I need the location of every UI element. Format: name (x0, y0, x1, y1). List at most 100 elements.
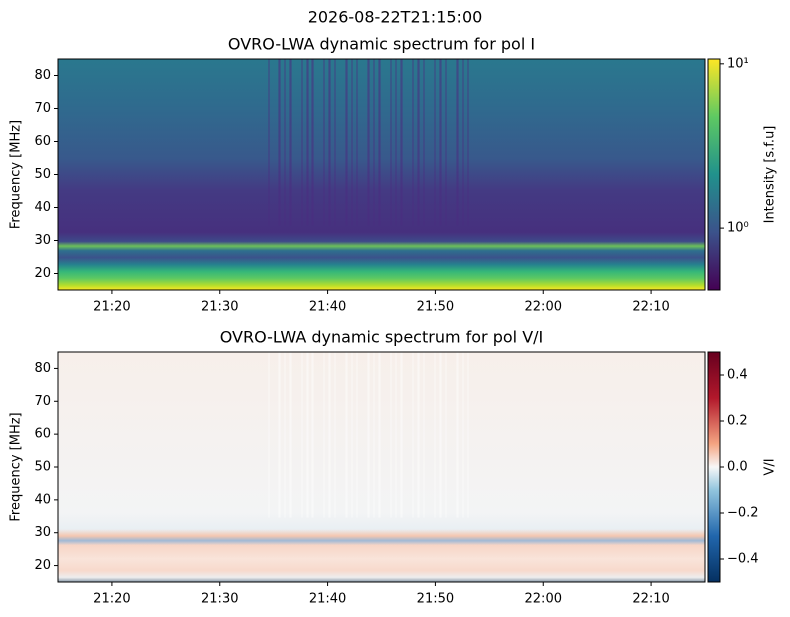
streak (312, 352, 314, 518)
y-tick-label: 30 (34, 525, 51, 540)
streak (278, 352, 280, 518)
streak (334, 352, 336, 518)
streak (418, 352, 420, 518)
streak (379, 59, 381, 226)
streak (467, 352, 469, 518)
streak (368, 352, 370, 518)
streak (445, 352, 447, 518)
streak (418, 59, 420, 226)
x-tick-label: 21:50 (417, 300, 454, 315)
streak (395, 59, 397, 226)
streak (289, 59, 291, 226)
x-tick-label: 21:30 (201, 300, 238, 315)
y-axis-label: Frequency [MHz] (9, 120, 24, 229)
colorbar-tick-label: 10¹ (727, 56, 749, 71)
streak (367, 352, 369, 518)
streak (401, 59, 403, 226)
streak (373, 59, 375, 226)
heatmap (58, 59, 705, 290)
streak (268, 352, 270, 518)
streak (284, 59, 286, 226)
streak (445, 59, 447, 226)
streak (457, 352, 459, 518)
x-tick-label: 21:50 (417, 592, 454, 607)
streak (467, 59, 469, 226)
y-tick-label: 40 (34, 200, 51, 215)
streak (311, 352, 313, 518)
streak (290, 352, 292, 518)
streak (373, 352, 375, 518)
streak (328, 59, 330, 226)
streak (462, 59, 464, 226)
heatmap (58, 352, 705, 582)
streak (279, 59, 281, 226)
streak (412, 352, 414, 518)
streak (417, 352, 419, 518)
streak (401, 352, 403, 518)
streak (301, 59, 303, 226)
y-axis-label: Frequency [MHz] (9, 412, 24, 521)
streak (423, 59, 425, 226)
streak (378, 59, 380, 226)
chart-title: OVRO-LWA dynamic spectrum for pol I (228, 35, 535, 54)
streak (457, 59, 459, 226)
y-tick-label: 50 (34, 167, 51, 182)
streak (351, 352, 353, 518)
streak (367, 59, 369, 226)
y-tick-label: 70 (34, 101, 51, 116)
x-tick-label: 21:30 (201, 592, 238, 607)
streak (323, 352, 325, 518)
y-tick-label: 20 (34, 266, 51, 281)
x-tick-label: 22:00 (525, 300, 562, 315)
colorbar-tick-label: 0.0 (727, 460, 748, 475)
streak (306, 59, 308, 226)
streak (379, 352, 381, 518)
streak (328, 352, 330, 518)
colorbar-tick-label: 0.4 (727, 368, 748, 383)
streak (284, 352, 286, 518)
streak (400, 352, 402, 518)
colorbar-label: Intensity [s.f.u] (763, 126, 778, 224)
x-tick-label: 21:20 (93, 592, 130, 607)
y-tick-label: 60 (34, 134, 51, 149)
y-tick-label: 50 (34, 460, 51, 475)
streak (412, 59, 414, 226)
streak (417, 59, 419, 226)
streak (462, 352, 464, 518)
x-tick-label: 21:40 (309, 592, 346, 607)
colorbar-tick-label: 0.2 (727, 414, 748, 429)
streak (439, 59, 441, 226)
x-tick-label: 22:10 (632, 592, 669, 607)
x-tick-label: 21:40 (309, 300, 346, 315)
streak (307, 352, 309, 518)
figure-title: 2026-08-22T21:15:00 (308, 8, 483, 27)
y-tick-label: 60 (34, 427, 51, 442)
y-tick-label: 20 (34, 558, 51, 573)
streak (312, 59, 314, 226)
streak (268, 59, 270, 226)
y-tick-label: 80 (34, 361, 51, 376)
streak (440, 352, 442, 518)
colorbar (707, 351, 721, 583)
y-tick-label: 40 (34, 492, 51, 507)
streak (345, 59, 347, 226)
streak (290, 59, 292, 226)
streak (351, 59, 353, 226)
streak (311, 59, 313, 226)
streak (334, 59, 336, 226)
streak (301, 352, 303, 518)
streak (390, 59, 392, 226)
streak (434, 59, 436, 226)
streak (323, 59, 325, 226)
streak (346, 59, 348, 226)
streak (368, 59, 370, 226)
streak (329, 352, 331, 518)
colorbar-tick-label: −0.4 (727, 552, 759, 567)
streak (346, 352, 348, 518)
streak (278, 59, 280, 226)
colorbar-tick-label: −0.2 (727, 506, 759, 521)
streak (390, 352, 392, 518)
streak (345, 352, 347, 518)
streak (378, 352, 380, 518)
